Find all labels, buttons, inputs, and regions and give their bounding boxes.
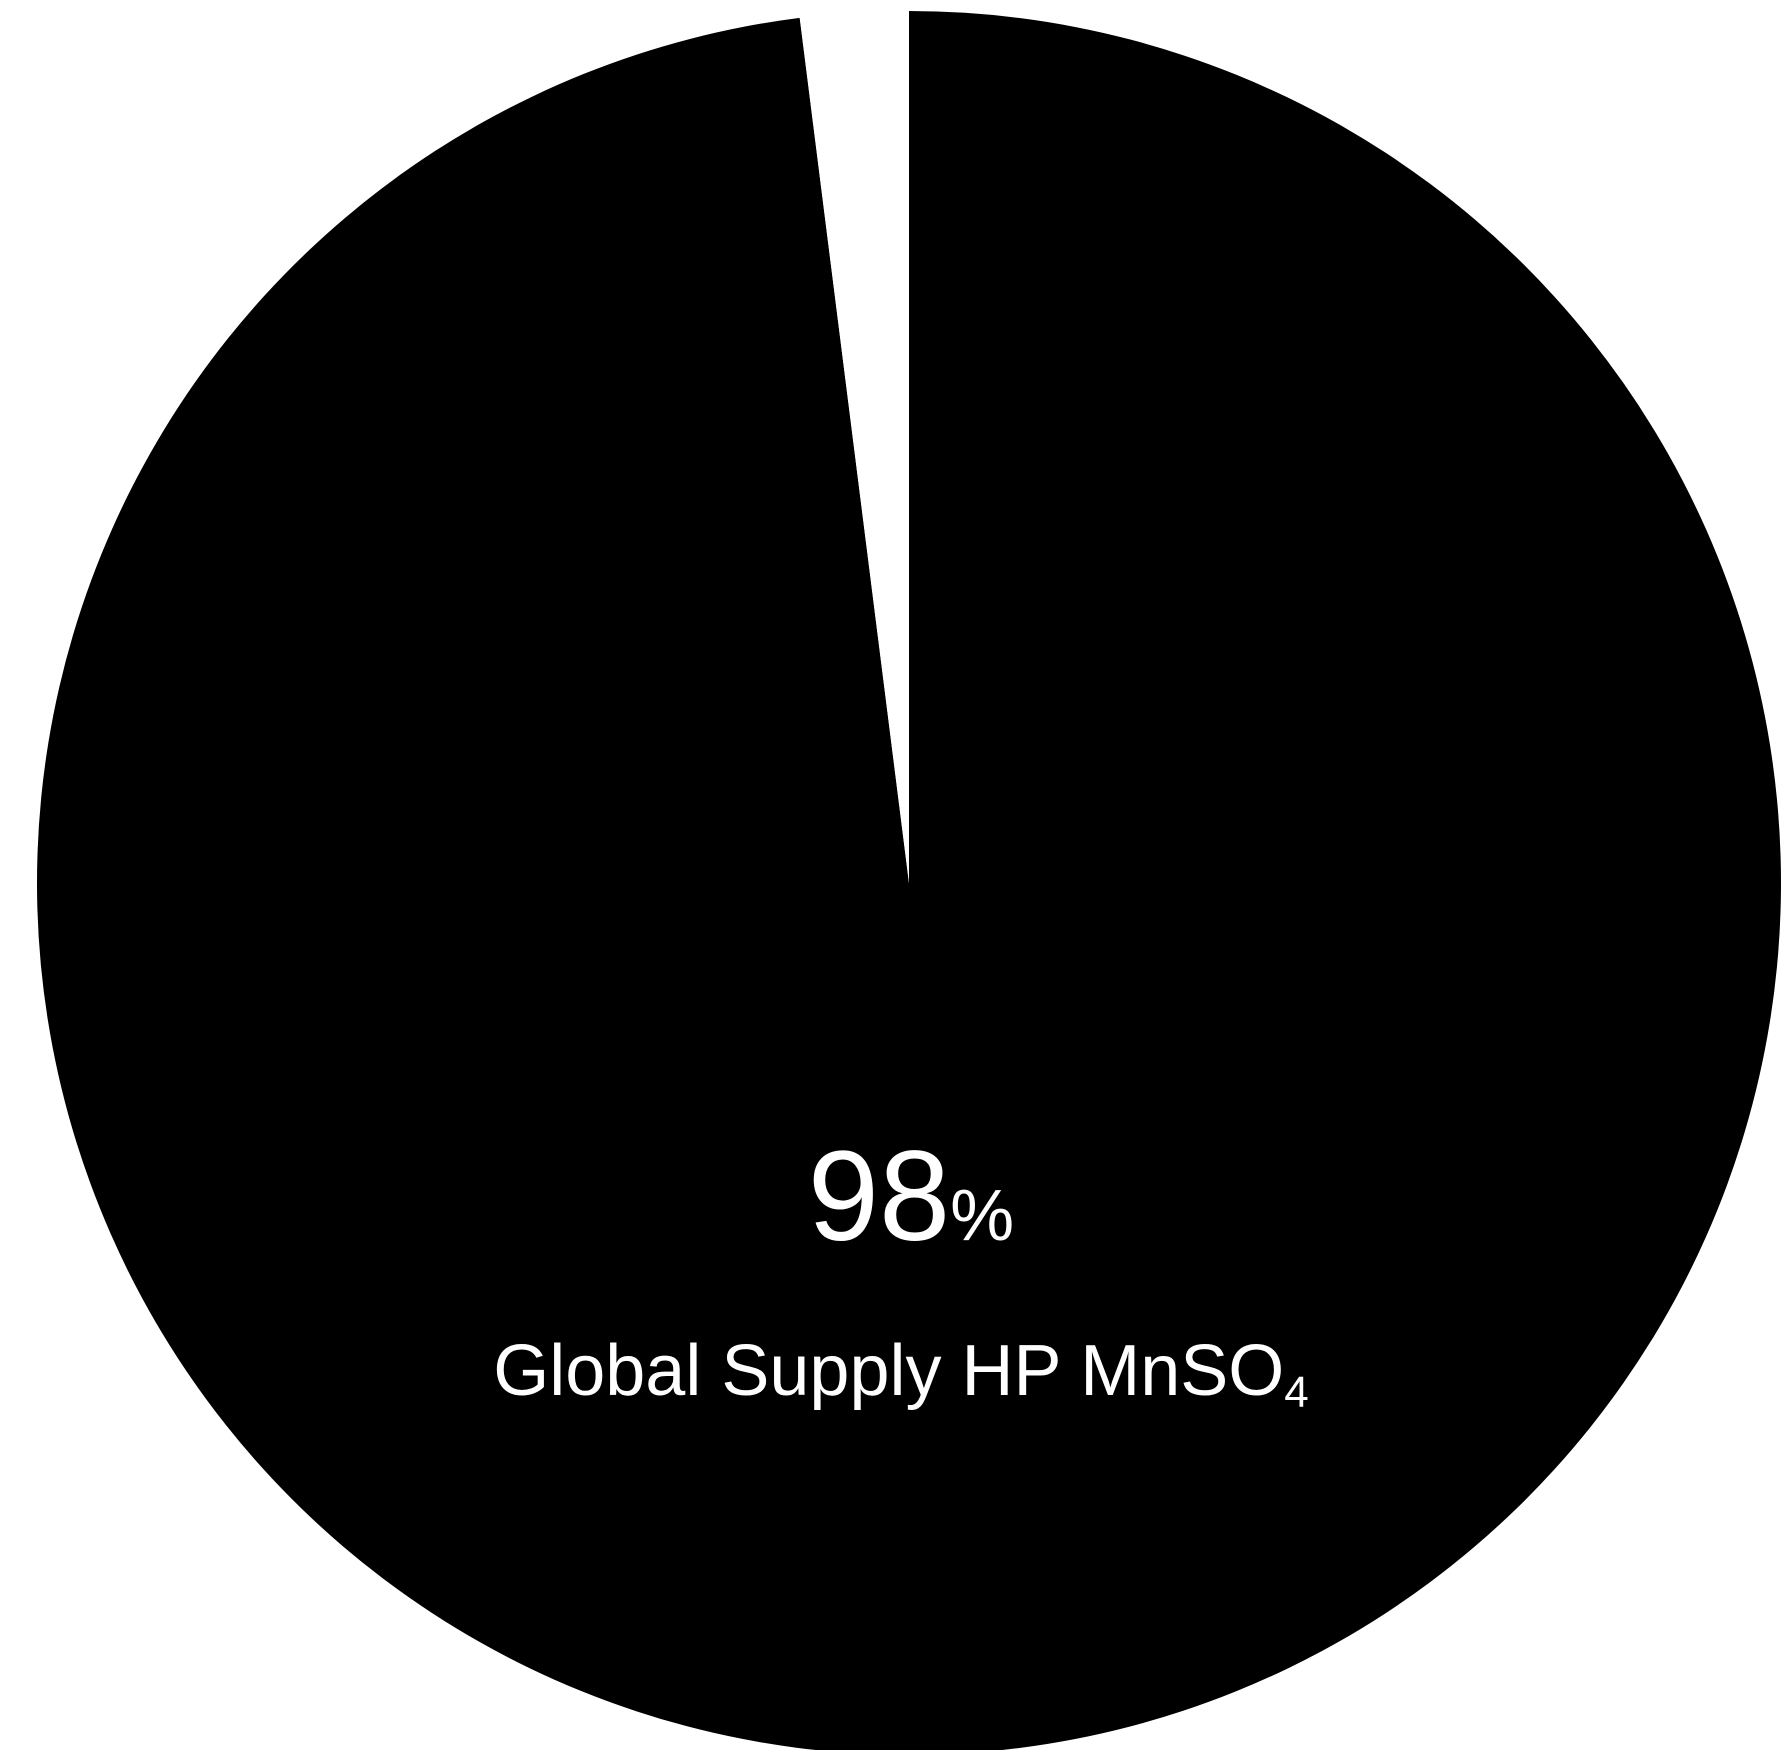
percent-sign: % [950, 1176, 1014, 1256]
percent-label: 98% [808, 1125, 1014, 1268]
caption-subscript: 4 [1284, 1368, 1308, 1417]
percent-value: 98 [808, 1125, 950, 1268]
caption-main-text: Global Supply HP MnSO [493, 1331, 1284, 1411]
chart-caption: Global Supply HP MnSO4 [493, 1331, 1309, 1417]
pie-slice-1 [799, 11, 909, 883]
pie-slice-0 [37, 11, 1781, 1750]
pie-slices [37, 11, 1781, 1750]
